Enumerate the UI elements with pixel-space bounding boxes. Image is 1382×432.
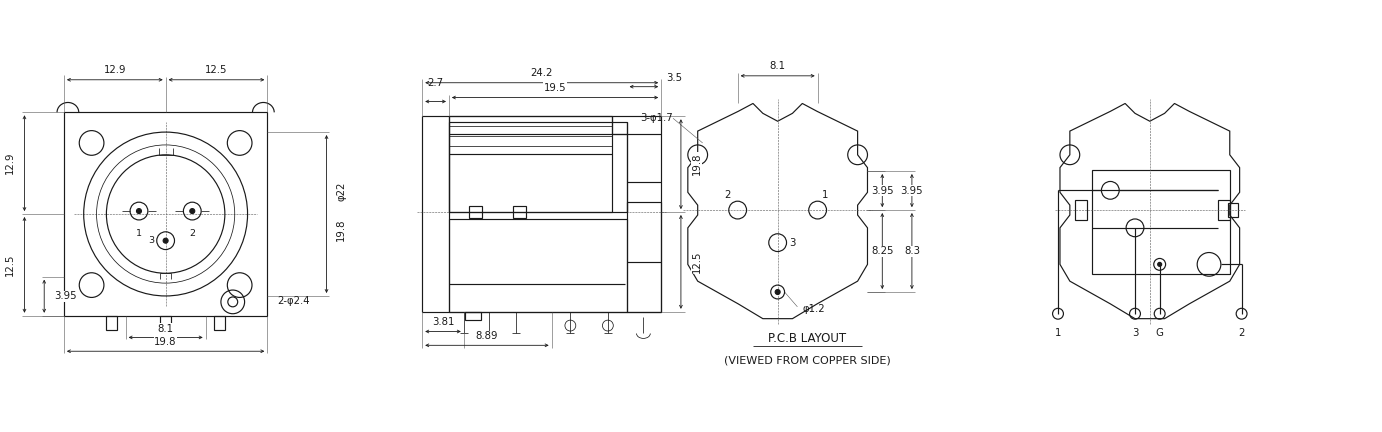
Text: 8.1: 8.1: [158, 324, 174, 334]
Text: 2: 2: [724, 190, 731, 200]
Text: 12.9: 12.9: [4, 152, 15, 175]
Text: 3.81: 3.81: [431, 317, 455, 327]
Text: (VIEWED FROM COPPER SIDE): (VIEWED FROM COPPER SIDE): [724, 355, 890, 365]
Text: 2: 2: [1238, 327, 1245, 337]
Text: 3: 3: [148, 236, 153, 245]
Text: 24.2: 24.2: [531, 68, 553, 78]
Text: 3-φ1.7: 3-φ1.7: [640, 113, 673, 123]
Bar: [449, 122, 626, 212]
Bar: [64, 112, 267, 316]
Bar: [626, 202, 661, 312]
Text: 8.25: 8.25: [871, 246, 894, 256]
Text: 3.95: 3.95: [55, 291, 77, 301]
Bar: [513, 206, 527, 218]
Text: 8.1: 8.1: [770, 61, 785, 71]
Bar: [1092, 170, 1230, 274]
Text: φ1.2: φ1.2: [803, 304, 825, 314]
Circle shape: [1158, 262, 1162, 267]
Text: 12.5: 12.5: [205, 65, 228, 75]
Text: 8.3: 8.3: [904, 246, 920, 256]
Text: 3.95: 3.95: [901, 186, 923, 196]
Text: P.C.B LAYOUT: P.C.B LAYOUT: [768, 332, 846, 345]
Bar: [468, 206, 481, 218]
Bar: [1227, 203, 1238, 217]
Text: 3.5: 3.5: [666, 73, 683, 83]
Bar: [449, 219, 626, 312]
Text: 12.5: 12.5: [4, 254, 15, 276]
Circle shape: [163, 238, 169, 243]
Bar: [449, 116, 612, 212]
Text: 1: 1: [822, 190, 829, 200]
Text: 19.5: 19.5: [543, 83, 567, 93]
Text: 2-φ2.4: 2-φ2.4: [278, 296, 310, 306]
Bar: [106, 316, 116, 330]
Text: 3: 3: [1132, 327, 1139, 337]
Text: 12.9: 12.9: [104, 65, 126, 75]
Bar: [464, 312, 481, 320]
Text: 3.95: 3.95: [871, 186, 894, 196]
Bar: [214, 316, 225, 330]
Text: 2: 2: [189, 229, 195, 238]
Text: φ22: φ22: [336, 182, 347, 201]
Text: 2.7: 2.7: [427, 78, 444, 88]
Text: 1: 1: [135, 229, 142, 238]
Bar: [160, 316, 171, 330]
Text: 19.8: 19.8: [692, 153, 702, 175]
Bar: [1075, 200, 1086, 220]
Text: 12.5: 12.5: [692, 251, 702, 273]
Text: 3: 3: [789, 238, 796, 248]
Text: 19.8: 19.8: [155, 337, 177, 347]
Circle shape: [137, 209, 141, 213]
Text: G: G: [1155, 327, 1164, 337]
Text: 8.89: 8.89: [475, 331, 498, 341]
Circle shape: [775, 289, 779, 295]
Circle shape: [189, 209, 195, 213]
Text: 1: 1: [1054, 327, 1061, 337]
Text: 19.8: 19.8: [336, 219, 347, 241]
Bar: [1218, 200, 1230, 220]
